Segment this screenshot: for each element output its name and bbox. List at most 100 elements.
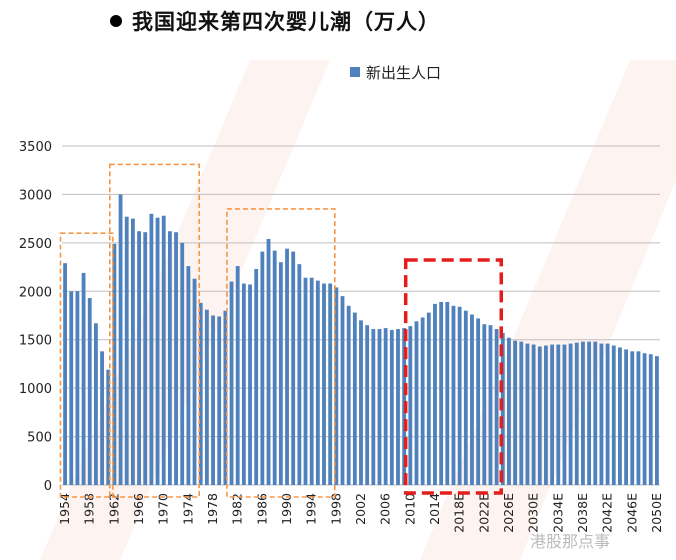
bar bbox=[457, 306, 462, 485]
bar bbox=[315, 280, 320, 485]
highlight-box-orange bbox=[226, 208, 336, 498]
y-tick-label: 0 bbox=[44, 479, 52, 494]
bar bbox=[303, 277, 308, 485]
bar bbox=[248, 284, 252, 485]
chart-title: 我国迎来第四次婴儿潮（万人） bbox=[132, 9, 440, 34]
bar bbox=[328, 283, 333, 485]
bar bbox=[562, 344, 567, 485]
x-tick-label: 2002 bbox=[353, 493, 368, 525]
bar bbox=[488, 325, 493, 485]
bar bbox=[544, 345, 548, 485]
x-tick-label: 2022E bbox=[476, 493, 491, 533]
bar bbox=[655, 356, 659, 485]
y-tick-label: 2000 bbox=[19, 285, 52, 300]
bar bbox=[630, 351, 635, 485]
x-tick-label: 2034E bbox=[550, 493, 565, 533]
bullet-icon bbox=[110, 15, 122, 27]
bar bbox=[161, 215, 166, 486]
x-tick-label: 2006 bbox=[378, 493, 393, 525]
bar bbox=[118, 194, 123, 485]
bar bbox=[642, 353, 647, 485]
y-tick-label: 1500 bbox=[19, 334, 52, 349]
bar bbox=[63, 263, 67, 485]
highlight-box-orange bbox=[59, 232, 114, 498]
bar bbox=[470, 314, 474, 485]
bar bbox=[322, 283, 326, 485]
chart-heading: 我国迎来第四次婴儿潮（万人） bbox=[0, 6, 676, 40]
bar bbox=[100, 351, 104, 485]
bar bbox=[149, 213, 154, 486]
x-tick-label: 1954 bbox=[57, 493, 72, 525]
bar bbox=[359, 320, 363, 485]
bar bbox=[482, 324, 487, 485]
bar bbox=[285, 248, 289, 485]
bar bbox=[241, 283, 246, 485]
bar bbox=[155, 217, 160, 485]
bar bbox=[433, 303, 437, 485]
bar bbox=[451, 305, 456, 485]
bar bbox=[396, 329, 400, 485]
bar bbox=[513, 340, 518, 485]
bar bbox=[69, 291, 74, 485]
bar bbox=[507, 337, 511, 485]
x-tick-label: 1974 bbox=[180, 493, 195, 525]
bar bbox=[445, 301, 450, 485]
x-tick-label: 2018E bbox=[452, 493, 467, 533]
legend-label: 新出生人口 bbox=[366, 64, 441, 82]
bar bbox=[180, 242, 185, 485]
bar bbox=[137, 231, 141, 485]
bar bbox=[525, 343, 530, 485]
bar bbox=[260, 251, 265, 485]
bar bbox=[408, 326, 413, 485]
bar bbox=[81, 272, 86, 485]
y-tick-label: 500 bbox=[27, 431, 52, 446]
bar bbox=[217, 316, 222, 485]
bar bbox=[605, 343, 610, 485]
x-tick-label: 1998 bbox=[328, 493, 343, 525]
x-tick-label: 2014 bbox=[427, 493, 442, 525]
bar bbox=[235, 266, 240, 485]
bar bbox=[636, 351, 641, 485]
bar bbox=[334, 287, 339, 485]
bar bbox=[494, 329, 499, 485]
x-tick-label: 1966 bbox=[131, 493, 146, 525]
bar bbox=[254, 269, 259, 485]
y-tick-label: 1000 bbox=[19, 382, 52, 397]
bar bbox=[593, 341, 598, 485]
x-tick-label: 1982 bbox=[230, 493, 245, 525]
bar bbox=[365, 325, 370, 485]
bar bbox=[389, 330, 394, 485]
bar bbox=[106, 369, 111, 485]
bar bbox=[75, 291, 80, 485]
bar bbox=[346, 305, 351, 485]
bar bbox=[371, 329, 376, 485]
bar bbox=[568, 343, 573, 485]
x-tick-label: 1990 bbox=[279, 493, 294, 525]
bar bbox=[352, 312, 357, 485]
bar bbox=[229, 281, 234, 485]
bar bbox=[186, 266, 191, 485]
bar bbox=[519, 341, 524, 485]
bar bbox=[211, 315, 215, 485]
bar bbox=[192, 278, 197, 485]
bar bbox=[618, 347, 622, 485]
bar bbox=[340, 296, 345, 485]
bar bbox=[87, 298, 92, 485]
bar bbox=[581, 341, 585, 485]
x-tick-label: 2046E bbox=[624, 493, 639, 533]
x-tick-label: 2042E bbox=[600, 493, 615, 533]
bar bbox=[648, 354, 653, 485]
x-tick-label: 2038E bbox=[575, 493, 590, 533]
bar bbox=[476, 318, 481, 485]
bar bbox=[198, 302, 203, 485]
bar bbox=[266, 238, 271, 485]
bar bbox=[278, 262, 283, 485]
bar bbox=[112, 243, 117, 485]
bar bbox=[537, 346, 542, 485]
bar bbox=[420, 317, 425, 485]
x-tick-label: 2026E bbox=[501, 493, 516, 533]
bar bbox=[463, 310, 468, 485]
x-tick-label: 1970 bbox=[156, 493, 171, 525]
bar bbox=[383, 328, 388, 485]
